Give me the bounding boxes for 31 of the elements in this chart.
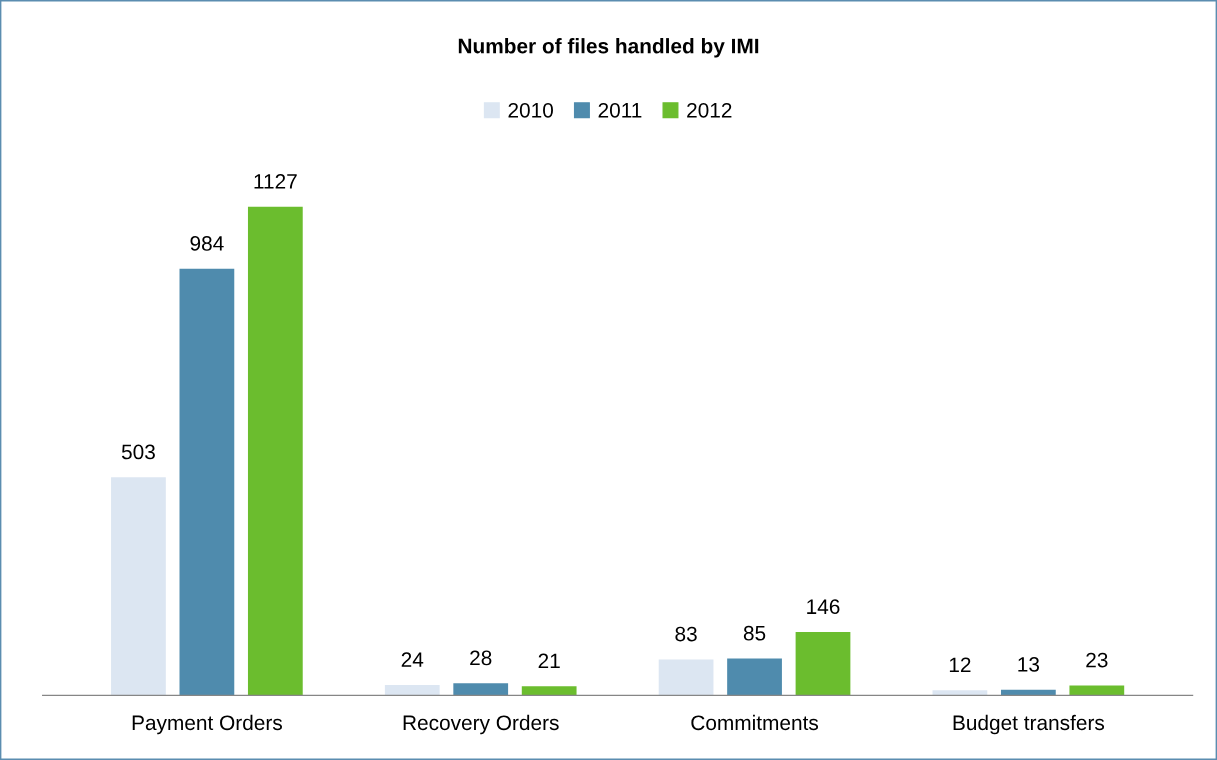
legend-label: 2011 xyxy=(598,102,642,118)
bar xyxy=(179,268,235,696)
data-label: 984 xyxy=(190,236,224,251)
bar xyxy=(727,658,782,696)
bar xyxy=(795,632,851,696)
bar xyxy=(111,477,166,696)
x-tick-label: Commitments xyxy=(691,714,819,731)
data-label: 1127 xyxy=(254,174,297,189)
chart-title: Number of files handled by IMI xyxy=(458,38,759,58)
data-label: 13 xyxy=(1018,657,1040,672)
data-label: 21 xyxy=(538,653,560,669)
bar xyxy=(658,659,714,696)
data-label: 85 xyxy=(743,625,766,641)
bar xyxy=(1069,685,1125,696)
data-label: 503 xyxy=(121,444,155,460)
x-tick-label: Budget transfers xyxy=(953,714,1105,735)
x-tick-label: Recovery Orders xyxy=(403,714,559,735)
data-label: 24 xyxy=(401,652,424,667)
bar xyxy=(453,683,509,696)
data-label: 83 xyxy=(675,626,697,642)
x-tick-label: Payment Orders xyxy=(132,714,282,735)
data-label: 146 xyxy=(807,599,840,615)
bar xyxy=(521,686,577,696)
legend-label: 2012 xyxy=(687,102,732,118)
data-label: 28 xyxy=(470,650,492,666)
data-label: 12 xyxy=(949,657,971,672)
data-label: 23 xyxy=(1086,652,1108,668)
bar xyxy=(932,690,988,696)
legend-label: 2010 xyxy=(508,102,553,118)
bar xyxy=(247,206,303,696)
bar xyxy=(384,685,440,696)
